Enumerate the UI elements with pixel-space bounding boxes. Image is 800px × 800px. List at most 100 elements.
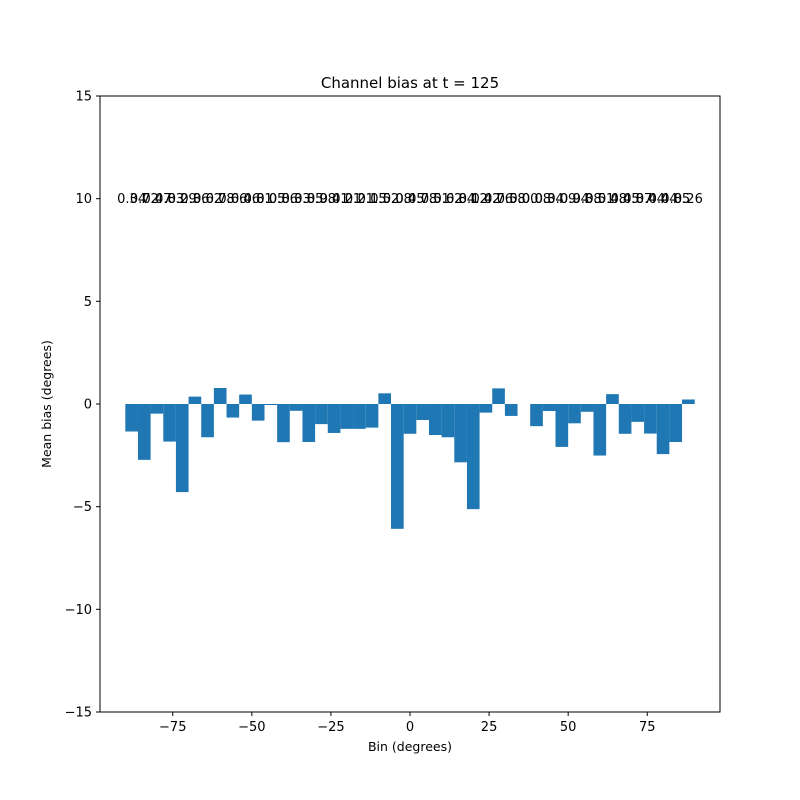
bar	[479, 404, 493, 413]
bar	[441, 404, 455, 438]
data-label: 0.78	[206, 192, 235, 207]
data-label: 0.87	[623, 192, 652, 207]
data-label: 0.81	[244, 192, 273, 207]
data-label: 0.51	[421, 192, 450, 207]
data-label: 0.09	[547, 192, 576, 207]
y-axis-label: Mean bias (degrees)	[39, 340, 54, 468]
bar	[682, 399, 695, 404]
bar	[277, 404, 290, 443]
bar	[568, 404, 581, 424]
data-label: 0.51	[585, 192, 614, 207]
y-tick-label: 10	[75, 192, 92, 207]
bar	[555, 404, 569, 447]
data-label: 0.47	[142, 192, 171, 207]
bar	[631, 404, 645, 422]
data-label: 0.85	[294, 192, 323, 207]
bar	[125, 404, 138, 432]
bars-group	[125, 387, 695, 529]
bar	[403, 404, 417, 434]
data-label: 0.86	[269, 192, 298, 207]
bar	[175, 404, 189, 493]
x-tick-label: 25	[481, 720, 498, 735]
data-label: 0.33	[282, 192, 311, 207]
data-label: 0.12	[459, 192, 488, 207]
bar	[606, 394, 619, 404]
bar	[302, 404, 316, 442]
data-label: 0.98	[307, 192, 336, 207]
bar	[264, 404, 278, 406]
data-label: 0.42	[471, 192, 500, 207]
bar	[391, 404, 404, 529]
data-label: 0.44	[636, 192, 665, 207]
bar	[315, 404, 328, 425]
data-label: 0.84	[446, 192, 475, 207]
bar	[644, 404, 657, 434]
bar	[542, 404, 556, 411]
data-label: 0.05	[256, 192, 285, 207]
data-label: 0.83	[155, 192, 184, 207]
bar	[213, 387, 227, 404]
bar	[188, 396, 202, 404]
bar	[150, 404, 164, 414]
x-axis-label: Bin (degrees)	[368, 739, 452, 754]
data-label: 0.78	[408, 192, 437, 207]
y-tick-label: −15	[65, 706, 92, 721]
bar	[163, 404, 176, 442]
bar	[428, 404, 442, 436]
data-label: 0.45	[396, 192, 425, 207]
bar	[580, 404, 594, 412]
y-axis-ticks: −15 −10 −5 0 5 10 15	[65, 90, 100, 721]
bar	[137, 404, 151, 460]
data-label: 0.48	[598, 192, 627, 207]
x-tick-label: 0	[406, 720, 414, 735]
data-label: 0.21	[332, 192, 361, 207]
bar	[327, 404, 341, 433]
data-label: 0.72	[130, 192, 159, 207]
x-tick-label: −75	[159, 720, 186, 735]
data-label: 0.44	[649, 192, 678, 207]
x-tick-label: 50	[560, 720, 577, 735]
bar	[618, 404, 632, 434]
data-label: 0.38	[573, 192, 602, 207]
bar	[530, 404, 543, 427]
y-tick-label: 0	[84, 398, 92, 413]
data-label: 0.15	[358, 192, 387, 207]
data-label: 0.26	[674, 192, 703, 207]
data-label: 0.08	[522, 192, 551, 207]
data-label: 0.52	[370, 192, 399, 207]
data-label: 0.36	[180, 192, 209, 207]
data-label: 0.34	[535, 192, 564, 207]
data-label: 0.29	[168, 192, 197, 207]
bar	[201, 404, 214, 438]
x-tick-label: −50	[238, 720, 265, 735]
data-label: 0.41	[320, 192, 349, 207]
data-label: 0.00	[509, 192, 538, 207]
bar	[365, 404, 379, 428]
data-label: 0.34	[117, 192, 146, 207]
bar	[289, 404, 303, 411]
bar	[251, 404, 265, 421]
bar	[340, 404, 354, 429]
data-label: 0.58	[497, 192, 526, 207]
data-labels-group: 0.340.720.470.830.290.360.620.780.660.46…	[117, 192, 703, 207]
bar	[226, 404, 240, 418]
y-tick-label: −5	[73, 500, 92, 515]
bar	[593, 404, 607, 456]
x-tick-label: 75	[639, 720, 656, 735]
data-label: 0.62	[433, 192, 462, 207]
bar	[378, 393, 392, 404]
bar	[416, 404, 429, 421]
data-label: 0.45	[611, 192, 640, 207]
data-label: 0.21	[345, 192, 374, 207]
y-tick-label: 5	[84, 295, 92, 310]
bar	[492, 388, 505, 404]
data-label: 0.62	[193, 192, 222, 207]
bar	[353, 404, 366, 429]
data-label: 0.76	[484, 192, 513, 207]
chart-title: Channel bias at t = 125	[321, 74, 499, 92]
x-tick-label: −25	[317, 720, 344, 735]
data-label: 0.08	[383, 192, 412, 207]
y-tick-label: 15	[75, 90, 92, 105]
x-axis-ticks: −75 −50 −25 0 25 50 75	[159, 712, 656, 735]
y-tick-label: −10	[65, 603, 92, 618]
